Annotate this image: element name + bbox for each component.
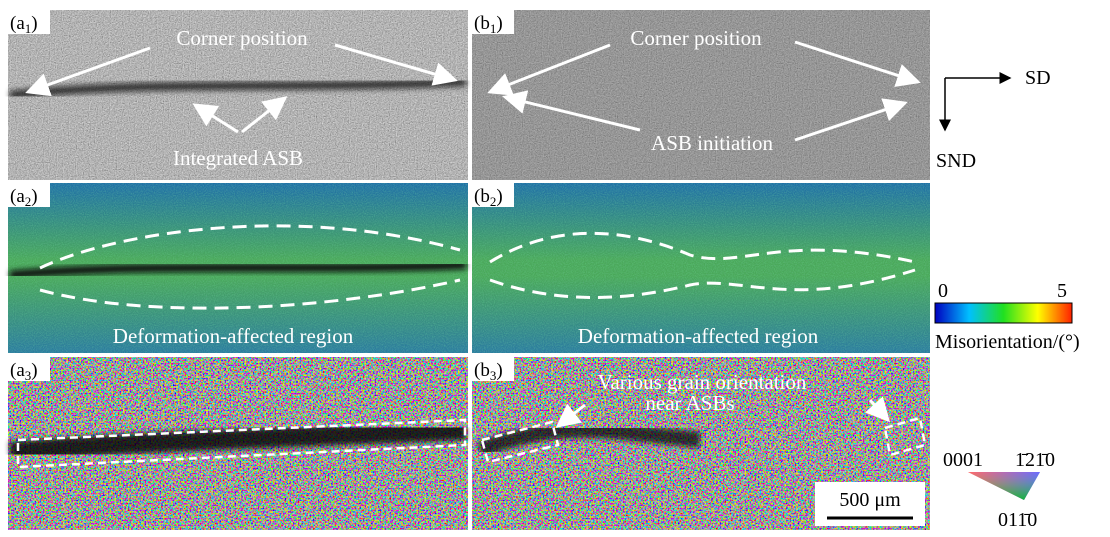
label-part: 3 (25, 368, 32, 383)
annotation: Integrated ASB (173, 146, 303, 170)
label-part: (b (474, 186, 490, 207)
panel-a3 (8, 357, 468, 530)
label-part: 1 (25, 21, 32, 36)
colorbar-min: 0 (938, 280, 948, 302)
axes-indicator: SD SND (936, 67, 1051, 172)
colorbar-label: Misorientation/(°) (935, 331, 1080, 353)
label-bg (8, 357, 50, 381)
axis-label: SND (936, 150, 976, 172)
label-part: 2 (490, 194, 497, 209)
panel-label: (a2) (10, 186, 38, 209)
label-part: ) (496, 13, 502, 34)
label-part: ) (31, 186, 37, 207)
annotation: Various grain orientation (598, 370, 807, 394)
label-part: 3 (490, 368, 497, 383)
annotation: ASB initiation (651, 131, 773, 155)
label-part: (b (474, 13, 490, 34)
label-part: ) (496, 360, 502, 381)
label-bg (472, 10, 514, 34)
panel-label: (a3) (10, 360, 38, 383)
annotation: Deformation-affected region (578, 324, 819, 348)
panel-b2: Deformation-affected region (472, 183, 930, 353)
annotation: Corner position (630, 26, 762, 50)
label-part: (a (10, 360, 25, 381)
label-part: 1 (490, 21, 497, 36)
panel-b1: Corner position ASB initiation (472, 10, 930, 180)
label-bg (472, 357, 514, 381)
label-part: ) (31, 360, 37, 381)
label-part: (a (10, 186, 25, 207)
colorbar: 0 5 Misorientation/(°) (934, 280, 1080, 353)
panel-label: (a1) (10, 13, 38, 36)
label-part: ) (31, 13, 37, 34)
scale-bar-label: 500 μm (839, 489, 901, 511)
label-part: (a (10, 13, 25, 34)
annotation: Corner position (176, 26, 308, 50)
label-bg (8, 183, 50, 207)
panel-labels: (a1) (b1)(a2) (b2)(a3) (b3) (8, 10, 514, 383)
ipf-label: 1̄21̄0 (1015, 449, 1055, 471)
annotation: Deformation-affected region (113, 324, 354, 348)
ipf-label: 011̄0 (998, 509, 1037, 531)
panel-label: (b3) (474, 360, 503, 383)
ipf-legend: 0001 1̄21̄0 011̄0 (943, 449, 1055, 531)
label-part: ) (496, 186, 502, 207)
panel-label: (b1) (474, 13, 503, 36)
panel-a1: Corner position Integrated ASB (8, 10, 468, 180)
panel-label: (b2) (474, 186, 503, 209)
panel-a2: Deformation-affected region (8, 183, 468, 353)
colorbar-max: 5 (1057, 280, 1067, 302)
label-bg (472, 183, 514, 207)
ipf-label: 0001 (943, 449, 983, 471)
panel-b3: Various grain orientation near ASBs 500 … (472, 357, 930, 530)
annotation: near ASBs (645, 391, 734, 415)
label-part: (b (474, 360, 490, 381)
label-bg (8, 10, 50, 34)
label-part: 2 (25, 194, 32, 209)
axis-label: SD (1025, 67, 1051, 89)
